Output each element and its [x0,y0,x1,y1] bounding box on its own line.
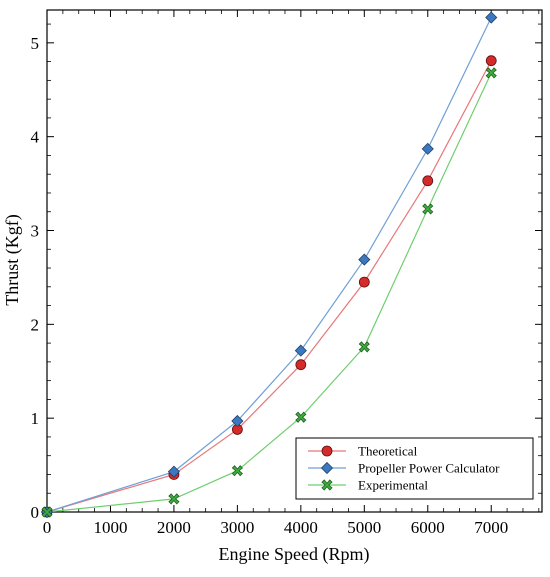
x-tick-label: 6000 [411,518,445,537]
data-point-experimental [358,341,370,353]
y-tick-label: 2 [31,315,40,334]
data-point-propeller-power-calculator [485,11,498,24]
y-tick-label: 3 [31,222,40,241]
data-point-experimental [168,493,180,505]
y-tick-label: 1 [31,409,40,428]
data-point-experimental [295,411,307,423]
legend-label-experimental: Experimental [358,478,428,493]
x-tick-label: 2000 [157,518,191,537]
data-point-experimental [231,465,243,477]
data-point-theoretical [295,359,307,371]
data-point-propeller-power-calculator [421,142,434,155]
legend-label-theoretical: Theoretical [358,444,418,459]
x-tick-label: 3000 [220,518,254,537]
data-point-theoretical [485,55,497,67]
legend-marker-propeller-power-calculator [320,461,334,475]
x-axis-title: Engine Speed (Rpm) [219,544,370,565]
x-tick-label: 1000 [93,518,127,537]
data-point-theoretical [422,175,434,187]
x-tick-label: 0 [43,518,52,537]
data-point-propeller-power-calculator [294,344,307,357]
legend-marker-experimental [321,479,333,491]
data-point-propeller-power-calculator [231,414,244,428]
y-tick-label: 4 [31,128,40,147]
legend-marker-theoretical [321,445,333,457]
data-point-theoretical [358,276,370,288]
data-point-experimental [485,67,497,79]
y-tick-label: 5 [31,34,40,53]
x-tick-label: 4000 [284,518,318,537]
x-tick-label: 7000 [474,518,508,537]
data-point-propeller-power-calculator [167,465,180,478]
data-point-propeller-power-calculator [358,253,371,266]
y-axis-title: Thrust (Kgf) [2,214,23,305]
legend-label-propeller-power-calculator: Propeller Power Calculator [358,461,500,476]
data-point-experimental [422,203,434,215]
y-tick-label: 0 [31,503,40,522]
x-tick-label: 5000 [347,518,381,537]
plot-frame [46,9,543,513]
data-point-experimental [41,506,53,518]
